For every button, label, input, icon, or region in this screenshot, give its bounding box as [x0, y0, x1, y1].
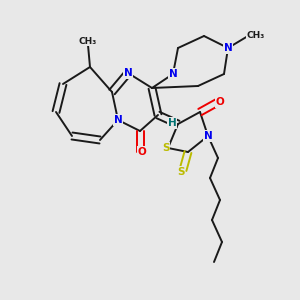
Text: N: N — [124, 68, 132, 78]
Text: O: O — [138, 147, 146, 157]
Text: S: S — [177, 167, 185, 177]
Text: S: S — [162, 143, 170, 153]
Text: N: N — [169, 69, 177, 79]
Text: O: O — [216, 97, 224, 107]
Text: N: N — [114, 115, 122, 125]
Text: N: N — [224, 43, 232, 53]
Text: CH₃: CH₃ — [79, 37, 97, 46]
Text: CH₃: CH₃ — [247, 32, 265, 40]
Text: N: N — [204, 131, 212, 141]
Text: H: H — [168, 118, 176, 128]
